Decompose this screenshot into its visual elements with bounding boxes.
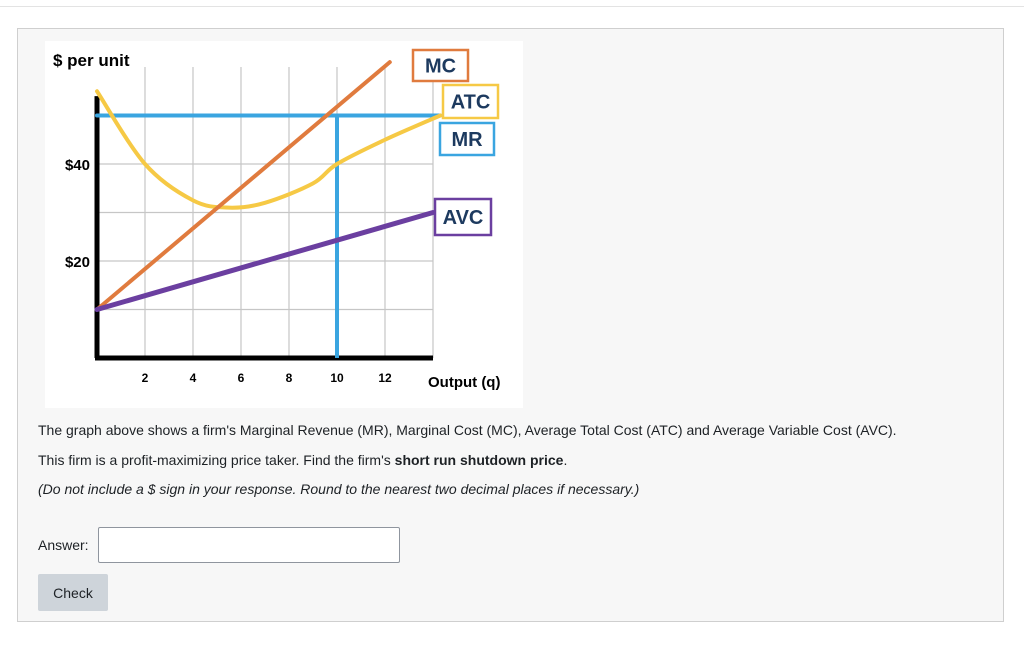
- x-tick-label: 10: [330, 371, 344, 385]
- x-tick-label: 4: [190, 371, 197, 385]
- legend-label-avc: AVC: [443, 207, 484, 229]
- x-tick-label: 8: [286, 371, 293, 385]
- y-tick-label: $40: [65, 157, 90, 174]
- question-note: (Do not include a $ sign in your respons…: [38, 481, 640, 497]
- legend-label-atc: ATC: [451, 92, 491, 114]
- x-tick-label: 2: [142, 371, 149, 385]
- question-key-term: short run shutdown price: [394, 452, 564, 468]
- y-axis-label: $ per unit: [53, 51, 130, 70]
- x-tick-label: 6: [238, 371, 245, 385]
- check-button[interactable]: Check: [38, 574, 108, 611]
- legend-label-mr: MR: [451, 129, 483, 151]
- question-instruction: This firm is a profit-maximizing price t…: [38, 450, 567, 470]
- series-avc-line: [94, 210, 436, 312]
- question-text: The graph above shows a firm's Marginal …: [38, 422, 897, 438]
- series-mc-line: [95, 60, 392, 312]
- series-atc-line: [95, 89, 443, 210]
- question-instruction-end: .: [563, 452, 568, 468]
- x-axis-label: Output (q): [428, 374, 500, 391]
- question-instruction-text: This firm is a profit-maximizing price t…: [38, 452, 395, 468]
- legend-box-mr: [438, 121, 496, 157]
- y-tick-label: $20: [65, 254, 90, 271]
- x-tick-label: 12: [378, 371, 392, 385]
- legend-box-mc: [411, 48, 470, 83]
- chart-svg: 2 4 6 8 10 12 $40 $20 $ per unit Output (q) MR AT…: [53, 48, 500, 391]
- legend-box-atc: [441, 83, 500, 120]
- top-divider: [0, 6, 1024, 7]
- cost-curves-chart: 2 4 6 8 10 12 $40 $20 $ per unit Output (q) MR AT…: [45, 41, 523, 408]
- legend-box-avc: [433, 197, 493, 237]
- grid-lines: [97, 67, 434, 358]
- legend-label-mc: MC: [425, 56, 456, 78]
- answer-input[interactable]: [98, 527, 400, 563]
- answer-label: Answer:: [38, 537, 89, 553]
